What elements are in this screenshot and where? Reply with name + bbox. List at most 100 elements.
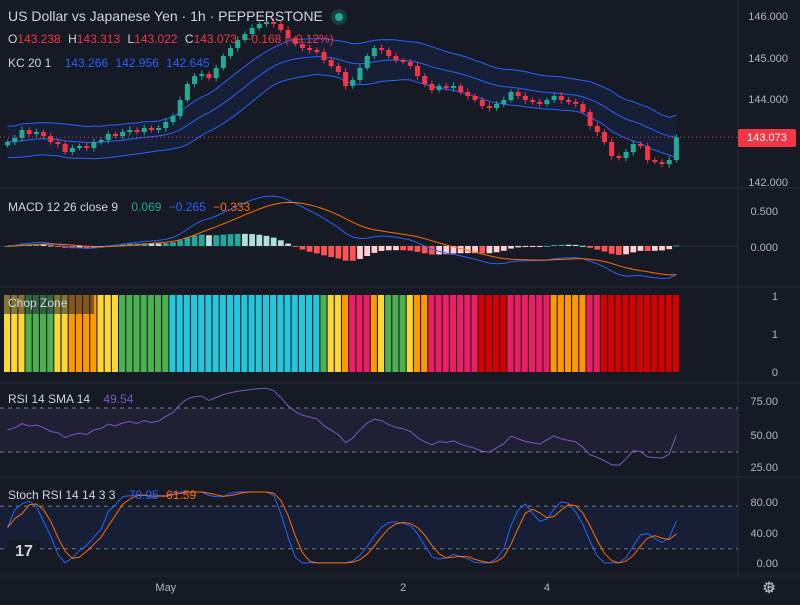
chop-zone-bar xyxy=(399,295,406,372)
indicator-tick-label: 80.00 xyxy=(750,497,778,509)
macd-histogram-bar xyxy=(464,246,471,254)
stoch-band xyxy=(0,506,738,549)
candle-body xyxy=(436,86,442,90)
candle-body xyxy=(386,50,392,56)
macd-histogram-bar xyxy=(673,245,680,247)
macd-histogram-bar xyxy=(637,246,644,251)
price-axis[interactable]: 146.000145.000144.000142.0000.5000.00011… xyxy=(748,11,788,570)
kc-legend[interactable]: KC 20 1 143.266 142.956 142.645 xyxy=(8,56,214,70)
macd-histogram-bar xyxy=(4,246,11,247)
indicator-tick-label: 25.00 xyxy=(750,462,778,474)
candle-body xyxy=(127,130,133,132)
macd-histogram-bar xyxy=(522,246,529,247)
chop-zone-bar xyxy=(572,295,579,372)
time-axis[interactable]: May2467 xyxy=(155,582,800,594)
candle-body xyxy=(134,130,140,132)
macd-histogram-bar xyxy=(565,244,572,246)
candle-body xyxy=(256,24,262,28)
macd-signal-value: −0.333 xyxy=(213,200,251,214)
indicator-tick-label: 40.00 xyxy=(750,528,778,540)
price-tick-label: 144.000 xyxy=(748,94,788,106)
chop-zone-bar xyxy=(248,295,255,372)
symbol-title[interactable]: US Dollar vs Japanese Yen · 1h · PEPPERS… xyxy=(8,8,323,24)
candle-body xyxy=(508,92,514,100)
macd-histogram-bar xyxy=(623,246,629,255)
chop-zone-bar xyxy=(464,295,471,372)
macd-histogram-bar xyxy=(148,243,155,246)
candle-body xyxy=(19,130,25,138)
candle-body xyxy=(357,68,363,80)
candle-body xyxy=(62,144,68,152)
candle-body xyxy=(33,132,39,134)
stoch-d-value: 61.59 xyxy=(166,488,197,502)
candle-body xyxy=(659,162,665,164)
candle-body xyxy=(156,128,162,130)
chop-zone-bar xyxy=(83,295,90,372)
macd-legend[interactable]: MACD 12 26 close 9 0.069 −0.265 −0.333 xyxy=(8,200,254,214)
chop-zone-bar xyxy=(615,295,622,372)
candle-body xyxy=(623,152,629,158)
macd-histogram-bar xyxy=(76,246,83,249)
chop-zone-bar xyxy=(219,295,226,372)
chop-zone-bar xyxy=(126,295,133,372)
candle-body xyxy=(673,137,679,160)
chop-zone-bar xyxy=(608,295,615,372)
chop-zone-bar xyxy=(255,295,262,372)
macd-histogram-bar xyxy=(414,246,421,252)
candle-body xyxy=(112,134,118,136)
chop-zone-bar xyxy=(75,295,83,372)
chop-zone-bar xyxy=(327,295,334,372)
kc-value-3: 142.645 xyxy=(166,56,210,70)
macd-histogram-bar xyxy=(493,246,500,253)
chop-zone-legend[interactable]: Chop Zone xyxy=(4,294,94,314)
chop-zone-bar xyxy=(226,295,234,372)
chop-zone-bar xyxy=(485,295,492,372)
chop-zone-bar xyxy=(457,295,464,372)
candle-body xyxy=(343,72,349,86)
candle-body xyxy=(242,34,248,40)
gear-icon[interactable]: ⚙ xyxy=(762,580,777,597)
kc-band-fill xyxy=(7,38,677,159)
candle-body xyxy=(479,100,485,106)
indicator-tick-label: 0.500 xyxy=(750,206,778,218)
chop-zone-bar xyxy=(636,295,643,372)
price-tick-label: 146.000 xyxy=(748,11,788,23)
macd-histogram-bar xyxy=(198,234,205,246)
candle-body xyxy=(278,24,284,30)
stoch-legend[interactable]: Stoch RSI 14 14 3 3 78.95 61.59 xyxy=(8,488,200,502)
candle-body xyxy=(609,142,615,156)
chop-zone-bar xyxy=(291,295,298,372)
candle-body xyxy=(249,28,255,34)
rsi-band xyxy=(0,408,738,452)
macd-histogram-bar xyxy=(544,245,550,247)
chop-zone-bar xyxy=(11,295,18,372)
tradingview-logo[interactable]: 17 xyxy=(8,540,40,564)
candle-body xyxy=(48,136,54,142)
candle-body xyxy=(501,100,507,104)
chop-zone-bar xyxy=(183,295,190,372)
chop-zone-bar xyxy=(600,295,608,372)
candle-body xyxy=(379,48,385,50)
chop-zone-bar xyxy=(543,295,550,372)
macd-histogram-bar xyxy=(500,246,507,251)
chop-zone-bar xyxy=(514,295,521,372)
chop-zone-bar xyxy=(356,295,363,372)
macd-line-value: −0.265 xyxy=(168,200,206,214)
candles-layer[interactable] xyxy=(0,18,738,168)
chop-zone-bar xyxy=(4,295,11,372)
chart-title[interactable]: US Dollar vs Japanese Yen · 1h · PEPPERS… xyxy=(8,8,347,24)
macd-histogram-bar xyxy=(364,246,371,256)
macd-label: MACD 12 26 close 9 xyxy=(8,200,119,214)
rsi-legend[interactable]: RSI 14 SMA 14 49.54 xyxy=(8,392,137,406)
chop-zone-bar xyxy=(507,295,514,372)
chop-zone-bar xyxy=(493,295,500,372)
macd-histogram-bar xyxy=(141,243,148,246)
chop-zone-bar xyxy=(61,295,68,372)
macd-histogram-bar xyxy=(407,246,414,251)
candle-body xyxy=(580,104,586,112)
chop-zone-bar xyxy=(629,295,636,372)
macd-histogram-bar xyxy=(328,246,335,258)
macd-histogram-bar xyxy=(357,246,363,259)
macd-histogram-bar xyxy=(608,246,615,254)
